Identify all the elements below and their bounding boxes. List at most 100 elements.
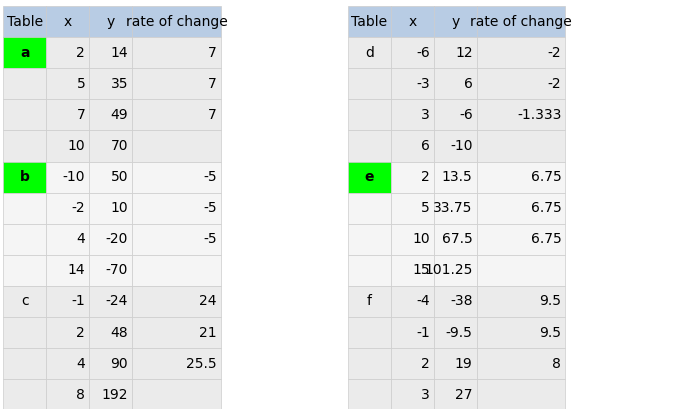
Text: x: x [408,15,416,29]
Text: -10: -10 [450,139,473,153]
Bar [348,379,391,409]
Text: 19: 19 [455,357,473,371]
Bar [132,99,221,130]
Bar [132,286,221,317]
Text: 5: 5 [76,77,85,91]
Bar [89,255,132,286]
Text: 6: 6 [421,139,430,153]
Text: -2: -2 [71,201,85,215]
Text: Table: Table [351,15,387,29]
Bar [3,286,46,317]
Bar [132,162,221,193]
Bar [391,99,434,130]
Text: 48: 48 [111,326,128,339]
Bar [348,224,391,255]
Bar [46,224,89,255]
Bar [434,255,477,286]
Bar [391,286,434,317]
Text: -1: -1 [71,294,85,308]
Bar [348,37,391,68]
Bar [391,193,434,224]
Bar [132,193,221,224]
Bar [348,162,391,193]
Bar [391,162,434,193]
Bar [3,37,46,68]
Text: 10: 10 [412,232,430,246]
Bar [3,193,46,224]
Text: 7: 7 [76,108,85,122]
Bar [348,255,391,286]
Bar [89,193,132,224]
Text: 6: 6 [464,77,473,91]
Bar [434,317,477,348]
Text: 10: 10 [111,201,128,215]
Text: -70: -70 [106,263,128,277]
Bar [477,37,565,68]
Bar [132,317,221,348]
Text: 4: 4 [76,357,85,371]
Text: 10: 10 [68,139,85,153]
Bar [434,37,477,68]
Text: y: y [451,15,459,29]
Bar [89,130,132,162]
Text: -6: -6 [416,46,430,60]
Bar [391,379,434,409]
Text: 50: 50 [111,170,128,184]
Bar [477,379,565,409]
Bar [391,68,434,99]
Text: 6.75: 6.75 [531,170,561,184]
Text: f: f [367,294,372,308]
Bar [89,37,132,68]
Text: 8: 8 [76,388,85,402]
Bar [132,130,221,162]
Bar [89,317,132,348]
Text: e: e [365,170,374,184]
Bar [434,286,477,317]
Bar [46,99,89,130]
Text: 192: 192 [102,388,128,402]
Text: -9.5: -9.5 [446,326,473,339]
Text: 8: 8 [552,357,561,371]
Bar [391,224,434,255]
Bar [46,348,89,379]
Text: 6.75: 6.75 [531,201,561,215]
Bar [3,130,46,162]
Bar [3,99,46,130]
Text: 5: 5 [421,201,430,215]
Text: b: b [20,170,30,184]
Text: 49: 49 [111,108,128,122]
Bar [434,224,477,255]
Text: y: y [107,15,115,29]
Text: 24: 24 [200,294,217,308]
Bar [434,348,477,379]
Bar [477,99,565,130]
Text: -2: -2 [547,77,561,91]
Text: 7: 7 [208,77,217,91]
Bar [348,68,391,99]
Bar [3,6,46,37]
Bar [89,6,132,37]
Bar [434,379,477,409]
Text: -4: -4 [416,294,430,308]
Bar [348,317,391,348]
Text: -20: -20 [106,232,128,246]
Bar [434,6,477,37]
Bar [348,193,391,224]
Bar [477,68,565,99]
Text: 6.75: 6.75 [531,232,561,246]
Bar [132,255,221,286]
Text: 101.25: 101.25 [424,263,473,277]
Text: -3: -3 [416,77,430,91]
Bar [434,130,477,162]
Text: 13.5: 13.5 [442,170,473,184]
Text: 2: 2 [76,326,85,339]
Text: -2: -2 [547,46,561,60]
Bar [477,317,565,348]
Bar [132,68,221,99]
Text: 90: 90 [111,357,128,371]
Text: a: a [20,46,30,60]
Text: -5: -5 [203,232,217,246]
Bar [89,162,132,193]
Bar [391,317,434,348]
Bar [348,348,391,379]
